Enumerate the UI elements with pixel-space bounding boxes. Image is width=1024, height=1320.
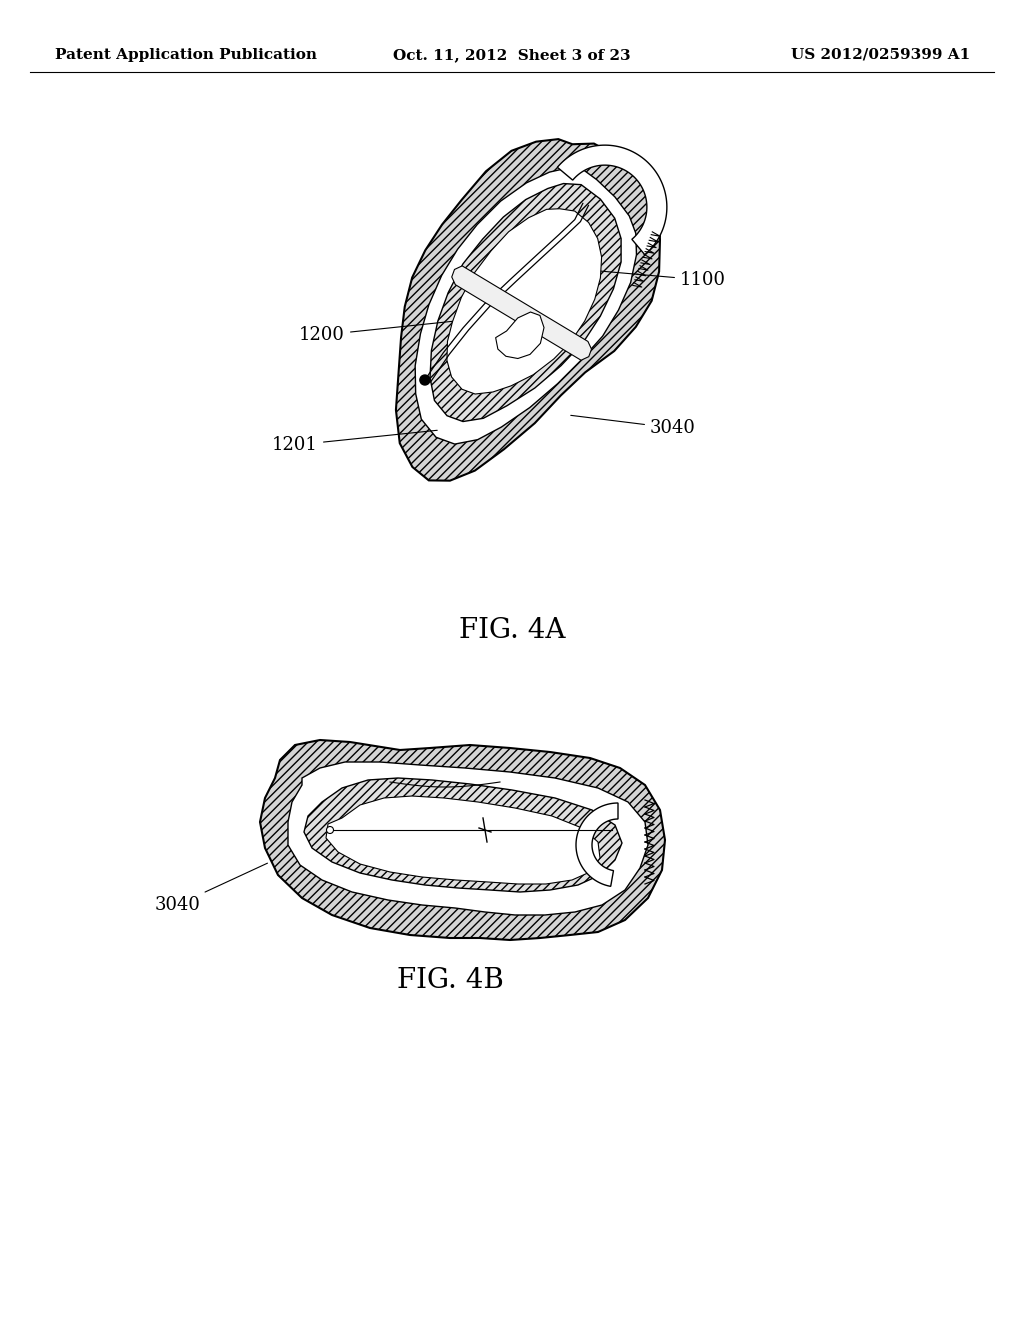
Text: US 2012/0259399 A1: US 2012/0259399 A1	[791, 48, 970, 62]
Circle shape	[327, 826, 334, 833]
Polygon shape	[396, 139, 660, 480]
Text: Patent Application Publication: Patent Application Publication	[55, 48, 317, 62]
Text: 3040: 3040	[155, 863, 267, 913]
Polygon shape	[577, 803, 618, 886]
Polygon shape	[415, 169, 637, 444]
Polygon shape	[557, 145, 667, 255]
Polygon shape	[446, 209, 602, 395]
Polygon shape	[288, 762, 648, 915]
Polygon shape	[430, 183, 622, 421]
Polygon shape	[260, 741, 665, 940]
Text: 1201: 1201	[272, 430, 437, 454]
Text: Oct. 11, 2012  Sheet 3 of 23: Oct. 11, 2012 Sheet 3 of 23	[393, 48, 631, 62]
Polygon shape	[496, 312, 544, 359]
Text: FIG. 4A: FIG. 4A	[459, 616, 565, 644]
Text: 3040: 3040	[570, 416, 696, 437]
Polygon shape	[304, 777, 622, 892]
Polygon shape	[452, 265, 592, 360]
Polygon shape	[326, 796, 600, 884]
Text: 1100: 1100	[591, 271, 726, 289]
Circle shape	[420, 375, 430, 385]
Text: 1200: 1200	[299, 321, 462, 345]
Text: FIG. 4B: FIG. 4B	[396, 966, 504, 994]
